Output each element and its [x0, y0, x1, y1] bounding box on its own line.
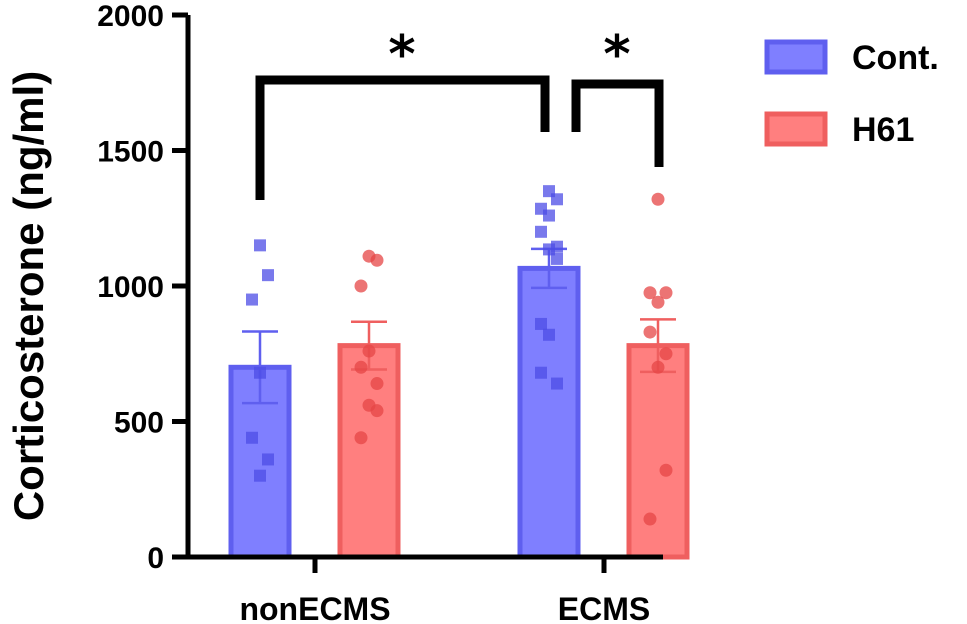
- data-point-ecms-h61: [643, 286, 657, 300]
- data-point-nonecms-cont: [262, 453, 274, 466]
- data-point-ecms-cont: [543, 243, 555, 256]
- data-point-nonecms-h61: [362, 344, 376, 358]
- data-point-ecms-cont: [551, 377, 563, 390]
- bar-ecms-cont: [517, 265, 581, 560]
- y-axis-title: Corticosterone (ng/ml): [5, 71, 52, 521]
- data-point-nonecms-h61: [370, 377, 384, 391]
- y-tick-label-1000: 1000: [97, 271, 164, 304]
- data-point-ecms-h61: [659, 286, 673, 300]
- x-tick-label-nonecms: nonECMS: [239, 591, 390, 624]
- data-point-nonecms-cont: [262, 269, 274, 282]
- points-layer: [246, 185, 673, 526]
- data-point-nonecms-h61: [370, 253, 384, 267]
- data-point-ecms-cont: [551, 193, 563, 206]
- data-point-ecms-cont: [535, 366, 547, 379]
- data-point-ecms-h61: [651, 360, 665, 374]
- data-point-ecms-h61: [651, 192, 665, 206]
- data-point-nonecms-cont: [246, 293, 258, 306]
- error-bars-layer: [242, 247, 676, 405]
- significance-bracket-2: [571, 79, 664, 167]
- data-point-nonecms-cont: [254, 366, 266, 379]
- data-point-ecms-h61: [659, 347, 673, 361]
- legend-label-h61: H61: [852, 111, 914, 149]
- legend-swatch-cont: [764, 39, 828, 75]
- data-point-ecms-h61: [643, 512, 657, 526]
- data-point-ecms-cont: [551, 252, 563, 265]
- legend-label-cont: Cont.: [852, 39, 939, 77]
- y-tick-label-2000: 2000: [97, 0, 164, 33]
- significance-bracket-1: [255, 75, 550, 200]
- data-point-nonecms-cont: [246, 431, 258, 444]
- significance-star-1: *: [388, 25, 415, 85]
- significance-layer: * *: [255, 25, 664, 200]
- data-point-ecms-cont: [543, 328, 555, 341]
- legend-swatch-h61: [764, 111, 828, 147]
- data-point-nonecms-cont: [254, 469, 266, 482]
- bar-nonecms-h61: [337, 343, 401, 560]
- data-point-nonecms-h61: [354, 279, 368, 293]
- axes-layer: 0 500 1000 1500 2000 nonECMS ECMS Corticosteron…: [5, 0, 663, 624]
- y-tick-label-500: 500: [114, 407, 164, 440]
- data-point-ecms-cont: [543, 209, 555, 222]
- bar-ecms-h61: [626, 343, 690, 560]
- data-point-ecms-cont: [535, 317, 547, 330]
- data-point-nonecms-h61: [354, 431, 368, 445]
- data-point-ecms-h61: [651, 295, 665, 309]
- data-point-ecms-h61: [643, 325, 657, 339]
- data-point-nonecms-h61: [370, 404, 384, 418]
- legend: Cont. H61: [764, 39, 939, 149]
- y-tick-label-1500: 1500: [97, 136, 164, 169]
- bars-layer: [228, 265, 690, 560]
- x-tick-label-ecms: ECMS: [558, 591, 650, 624]
- significance-star-2: *: [603, 25, 630, 85]
- data-point-ecms-h61: [659, 463, 673, 477]
- data-point-nonecms-cont: [254, 239, 266, 252]
- data-point-nonecms-h61: [354, 360, 368, 374]
- y-tick-label-0: 0: [147, 542, 164, 575]
- data-point-ecms-cont: [535, 225, 547, 238]
